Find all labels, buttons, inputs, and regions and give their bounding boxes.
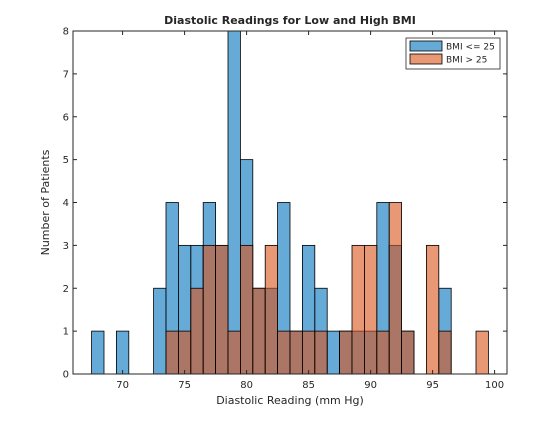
bar-bmi-high-74: [165, 330, 179, 375]
x-tick-label: 70: [116, 380, 129, 391]
x-tick-label: 75: [178, 380, 191, 391]
y-tick-label: 8: [63, 27, 69, 38]
bar-bmi-high-75: [177, 330, 192, 375]
bar-bmi-low-70: [116, 330, 130, 375]
bar-bmi-high-77: [202, 244, 216, 375]
bar-bmi-high-96: [438, 330, 452, 375]
bar-bmi-high-76: [190, 287, 204, 375]
x-tick-label: 85: [302, 380, 315, 391]
bar-bmi-high-80: [239, 244, 254, 375]
bar-bmi-high-99: [475, 330, 489, 375]
bar-bmi-high-83: [277, 330, 291, 375]
bar-bmi-high-85: [301, 330, 316, 375]
y-tick-label: 6: [63, 112, 69, 123]
y-tick-label: 3: [63, 241, 69, 252]
bar-bmi-low-68: [91, 330, 105, 375]
legend-label-bmi-high: BMI > 25: [446, 56, 487, 66]
bar-bmi-high-89: [351, 244, 365, 375]
bar-bmi-low-87: [326, 330, 341, 375]
y-tick-label: 4: [63, 198, 69, 209]
bar-bmi-high-79: [227, 330, 241, 375]
chart-title: Diastolic Readings for Low and High BMI: [164, 14, 416, 27]
ticks-layer: 70 75 80 85 90 95 100 0 1 2 3 4 5 6 7 8: [63, 27, 507, 391]
bar-bmi-high-90: [363, 244, 378, 375]
y-tick-label: 1: [63, 327, 69, 338]
x-tick-label: 80: [240, 380, 253, 391]
x-axis-label: Diastolic Reading (mm Hg): [216, 394, 364, 407]
bar-bmi-high-84: [289, 330, 303, 375]
bar-bmi-high-86: [314, 330, 328, 375]
bar-bmi-high-95: [425, 244, 440, 375]
y-tick-label: 7: [63, 69, 69, 80]
y-tick-label: 2: [63, 284, 69, 295]
y-tick-label: 5: [63, 155, 69, 166]
x-tick-label: 90: [364, 380, 377, 391]
legend: BMI <= 25 BMI > 25: [405, 37, 501, 70]
bar-bmi-high-92: [388, 202, 403, 375]
bar-bmi-high-81: [252, 287, 266, 375]
bar-bmi-low-79: [227, 30, 241, 375]
legend-swatch-bmi-low: [409, 40, 443, 52]
legend-label-bmi-low: BMI <= 25: [446, 43, 495, 53]
x-tick-label: 95: [426, 380, 439, 391]
y-axis-label: Number of Patients: [39, 149, 52, 255]
legend-swatch-bmi-high: [409, 53, 443, 65]
x-tick-label: 100: [485, 380, 504, 391]
bar-bmi-high-78: [215, 244, 229, 375]
y-tick-label: 0: [63, 370, 69, 381]
bar-bmi-low-73: [153, 287, 167, 375]
bar-bmi-high-82: [264, 244, 279, 375]
bar-bmi-high-93: [401, 330, 415, 375]
bar-bmi-high-91: [376, 330, 390, 375]
bar-bmi-high-88: [339, 330, 353, 375]
